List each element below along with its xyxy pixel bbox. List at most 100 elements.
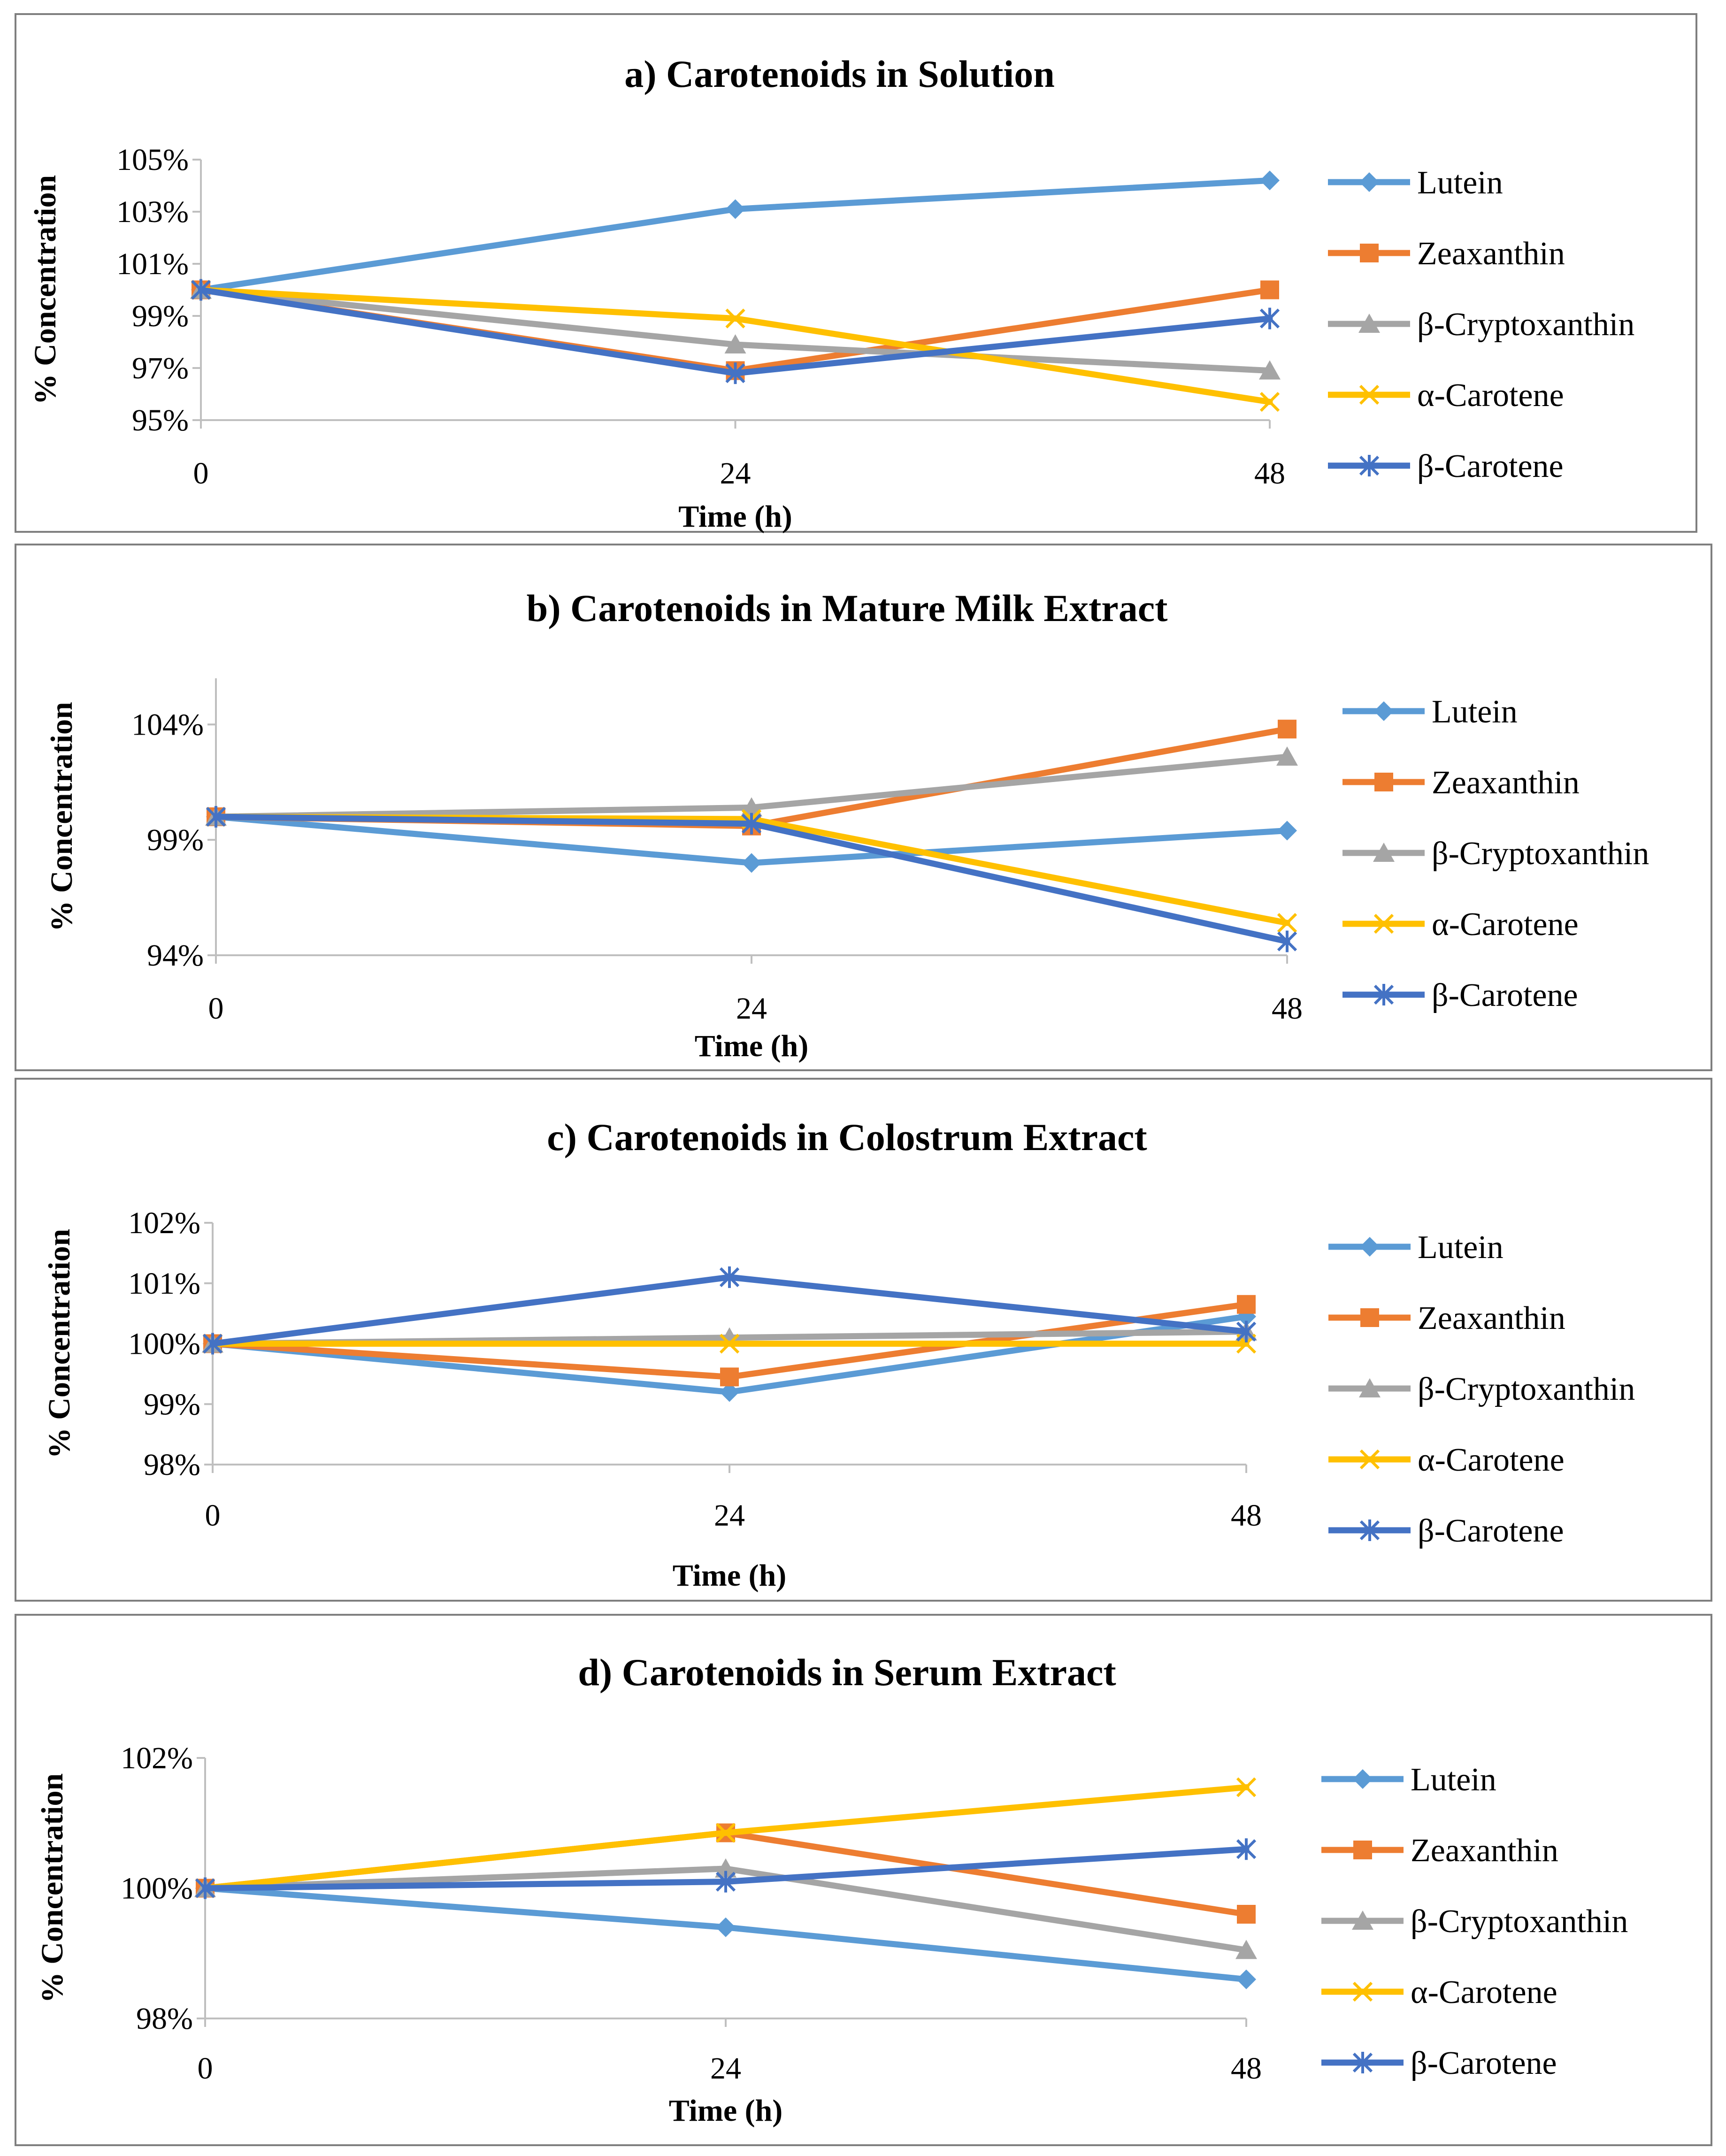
legend-item-beta-cryptoxanthin: β-Cryptoxanthin [1342, 836, 1649, 872]
y-tick-label: 103% [116, 195, 189, 229]
legend-item-beta-carotene: β-Carotene [1328, 1513, 1564, 1549]
data-point [1237, 1295, 1256, 1314]
legend-item-zeaxanthin: Zeaxanthin [1342, 765, 1580, 801]
legend-marker [1352, 1981, 1373, 2002]
marker-stroke [1352, 1981, 1373, 2002]
chart-title: d) Carotenoids in Serum Extract [578, 1651, 1116, 1694]
legend-label: β-Cryptoxanthin [1417, 307, 1634, 343]
data-point [1259, 360, 1281, 380]
legend-label: Zeaxanthin [1418, 1300, 1565, 1336]
legend-item-beta-cryptoxanthin: β-Cryptoxanthin [1328, 307, 1634, 343]
legend-item-alpha-carotene: α-Carotene [1321, 1974, 1557, 2010]
legend-label: Zeaxanthin [1417, 236, 1565, 272]
data-point [202, 1333, 223, 1355]
data-point [1236, 1777, 1257, 1797]
x-tick-label: 0 [208, 991, 224, 1026]
x-tick-label: 0 [205, 1498, 221, 1533]
legend: Lutein Zeaxanthin β-Cryptoxanthin α-Caroten… [1321, 1762, 1628, 2081]
legend-marker [1353, 1769, 1373, 1789]
x-tick-label: 48 [1272, 991, 1303, 1026]
x-axis-label: Time (h) [673, 1558, 787, 1593]
legend-marker [1352, 1910, 1373, 1930]
data-point [191, 279, 211, 301]
marker-stroke [1359, 1449, 1380, 1470]
data-point [725, 362, 745, 384]
legend-marker [1359, 384, 1380, 405]
y-tick-label: 102% [128, 1206, 200, 1240]
legend-label: Lutein [1411, 1762, 1496, 1798]
marker-stroke [719, 1334, 740, 1354]
y-tick-label: 100% [121, 1872, 193, 1906]
data-point [720, 1382, 739, 1402]
data-point [719, 1266, 740, 1288]
legend-label: β-Carotene [1411, 2045, 1557, 2081]
data-point [1237, 1905, 1256, 1924]
x-tick-label: 24 [720, 456, 751, 491]
legend-item-lutein: Lutein [1321, 1762, 1496, 1798]
data-point [1236, 1969, 1256, 1989]
data-point [1259, 392, 1280, 412]
legend-label: α-Carotene [1418, 1442, 1565, 1478]
legend-item-lutein: Lutein [1342, 694, 1518, 730]
legend-label: β-Cryptoxanthin [1411, 1903, 1628, 1940]
legend-item-alpha-carotene: α-Carotene [1328, 1442, 1565, 1478]
y-tick-label: 95% [132, 403, 189, 437]
legend-label: Zeaxanthin [1432, 765, 1580, 801]
y-tick-label: 104% [131, 707, 204, 742]
legend-item-zeaxanthin: Zeaxanthin [1321, 1833, 1558, 1869]
legend-label: β-Cryptoxanthin [1432, 836, 1649, 872]
legend-label: β-Cryptoxanthin [1418, 1371, 1635, 1407]
legend-item-beta-cryptoxanthin: β-Cryptoxanthin [1328, 1371, 1635, 1407]
legend-marker [1360, 1237, 1380, 1257]
marker-stroke [1259, 392, 1280, 412]
chart-title: a) Carotenoids in Solution [624, 53, 1055, 95]
legend-marker [1353, 1841, 1372, 1859]
legend-label: Lutein [1417, 165, 1503, 201]
y-axis-label: % Concentration [45, 702, 79, 931]
chart-title: c) Carotenoids in Colostrum Extract [547, 1116, 1147, 1159]
legend-item-beta-cryptoxanthin: β-Cryptoxanthin [1321, 1903, 1628, 1940]
y-axis-label: % Concentration [42, 1229, 77, 1458]
y-tick-label: 99% [144, 1387, 200, 1421]
panel-d-serum: d) Carotenoids in Serum Extract 98% 100% 10… [15, 1614, 1712, 2146]
x-tick-label: 0 [193, 456, 209, 491]
series-beta-carotene [195, 1838, 1257, 1899]
legend-item-beta-carotene: β-Carotene [1342, 977, 1578, 1013]
y-tick-label: 105% [116, 143, 189, 177]
data-point [725, 199, 745, 219]
data-point [206, 806, 226, 828]
data-point [741, 797, 762, 817]
y-tick-label: 94% [147, 938, 204, 973]
x-tick-label: 48 [1231, 1498, 1262, 1533]
legend-marker [1374, 701, 1394, 721]
x-tick-label: 48 [1254, 456, 1285, 491]
series-beta-carotene [191, 279, 1280, 384]
data-point [741, 813, 762, 835]
x-axis-label: Time (h) [669, 2094, 783, 2128]
legend-label: α-Carotene [1411, 1974, 1557, 2010]
legend-label: Lutein [1418, 1229, 1504, 1266]
marker-stroke [725, 308, 745, 329]
panel-a-solution: a) Carotenoids in Solution 95% 97% 99% 101% 1… [15, 13, 1697, 534]
x-tick-label: 24 [714, 1498, 745, 1533]
data-point [1277, 821, 1297, 841]
data-point [1236, 1320, 1257, 1343]
legend-label: α-Carotene [1432, 906, 1579, 943]
marker-stroke [1359, 384, 1380, 405]
data-point [715, 1823, 736, 1843]
panel-b-mature-milk: b) Carotenoids in Mature Milk Extract 94%… [15, 544, 1712, 1071]
legend-marker [1359, 1519, 1380, 1541]
data-point [1236, 1838, 1257, 1860]
data-point [195, 1877, 215, 1899]
legend-marker [1352, 2052, 1373, 2073]
legend-label: α-Carotene [1417, 377, 1564, 414]
y-tick-label: 100% [128, 1327, 200, 1361]
data-point [720, 1367, 739, 1387]
series-beta-carotene [206, 806, 1297, 952]
y-tick-label: 101% [128, 1266, 200, 1301]
x-tick-label: 48 [1231, 2051, 1262, 2086]
legend-item-alpha-carotene: α-Carotene [1342, 906, 1579, 943]
chart-title: b) Carotenoids in Mature Milk Extract [527, 587, 1168, 629]
series-beta-carotene [202, 1266, 1257, 1355]
legend-marker [1373, 984, 1394, 1005]
